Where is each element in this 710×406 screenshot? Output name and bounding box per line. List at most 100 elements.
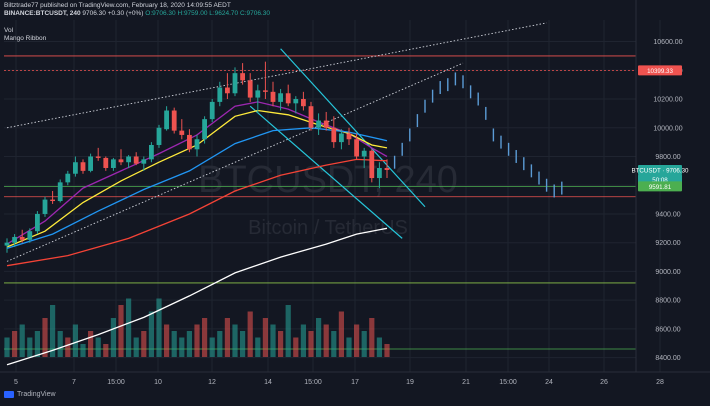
x-tick-label: 10 (154, 379, 162, 386)
candle-body (12, 236, 17, 243)
volume-bar (88, 331, 94, 357)
candle-body (88, 156, 93, 171)
watermark-symbol: BTCUSDT, 240 (198, 159, 458, 201)
volume-bar (179, 337, 185, 357)
candle-body (171, 110, 177, 131)
volume-bar (361, 331, 367, 357)
y-tick-label: 8600.00 (655, 326, 680, 333)
candlesticks (4, 61, 390, 253)
candle-body (103, 157, 109, 168)
indicator-vol[interactable]: Vol (4, 27, 14, 34)
volume-bar (164, 324, 170, 357)
y-tick-label: 9200.00 (655, 240, 680, 247)
price-change: 9706.30 +0.30 (+0%) (82, 10, 144, 17)
candle-body (346, 133, 352, 140)
indicator-mango-ribbon[interactable]: Mango Ribbon (4, 35, 47, 42)
candle-body (285, 93, 291, 104)
candle-body (57, 182, 63, 202)
volume-bar (270, 324, 276, 357)
candle-body (50, 199, 55, 202)
x-tick-label: 15:00 (107, 379, 125, 386)
volume-bar (57, 331, 63, 357)
x-tick-label: 21 (462, 379, 470, 386)
candle-body (354, 139, 359, 157)
chart-watermark: BTCUSDT, 240 Bitcoin / TetherUS (198, 159, 458, 239)
symbol-name: BINANCE:BTCUSDT, 240 (4, 10, 81, 17)
x-tick-label: 15:00 (304, 379, 322, 386)
candle-body (255, 90, 261, 98)
candle-body (270, 91, 276, 102)
candle-body (316, 120, 321, 128)
candle-body (118, 159, 124, 163)
price-label-tag (638, 164, 682, 175)
publish-info: Biltztrade77 published on TradingView.co… (4, 2, 231, 9)
volume-bar (240, 331, 246, 357)
x-tick-label: 12 (208, 379, 216, 386)
tradingview-footer[interactable]: TradingView (4, 391, 56, 398)
candle-body (331, 127, 337, 143)
moving-average-line (6, 127, 388, 250)
volume-bar (42, 318, 48, 357)
candle-body (65, 173, 71, 183)
volume-bar (316, 318, 322, 357)
volume-bar (34, 331, 40, 357)
x-tick-label: 24 (545, 379, 553, 386)
volume-bar (217, 331, 223, 357)
volume-bar (384, 344, 390, 357)
candle-body (149, 144, 154, 160)
volume-bar (126, 298, 132, 357)
publish-line: Biltztrade77 published on TradingView.co… (4, 2, 231, 9)
moving-average-line (6, 158, 388, 267)
volume-bar (308, 331, 314, 357)
candle-body (247, 80, 253, 98)
volume-bar (27, 337, 33, 357)
candle-body (156, 127, 162, 145)
watermark-name: Bitcoin / TetherUS (248, 217, 408, 239)
y-tick-label: 9800.00 (655, 154, 680, 161)
volume-bar (194, 324, 200, 357)
price-label-tag (638, 181, 682, 192)
candle-body (194, 139, 200, 150)
tradingview-logo-icon (4, 391, 14, 398)
moving-average-line (6, 227, 388, 366)
volume-bar (331, 331, 337, 357)
volume-bar (133, 337, 139, 357)
candle-body (263, 90, 268, 92)
volume-bar (255, 337, 261, 357)
candle-body (95, 156, 101, 158)
x-tick-label: 17 (351, 379, 359, 386)
volume-bar (118, 305, 124, 357)
candle-body (240, 73, 245, 81)
horizontal-levels (4, 55, 636, 350)
volume-bar (80, 344, 86, 357)
volume-bar (148, 311, 154, 357)
candle-body (141, 159, 147, 164)
x-tick-label: 28 (656, 379, 664, 386)
candle-body (225, 87, 230, 94)
candle-body (232, 73, 238, 94)
volume-bar (224, 318, 230, 357)
candle-body (209, 101, 215, 120)
candle-body (27, 231, 33, 240)
candle-body (4, 242, 10, 246)
trendline (6, 62, 464, 262)
candle-body (133, 156, 139, 164)
x-tick-label: 19 (406, 379, 414, 386)
volume-bar (285, 305, 291, 357)
candle-body (339, 133, 344, 143)
trendline (249, 105, 403, 239)
candle-body (187, 134, 192, 150)
symbol-info: BINANCE:BTCUSDT, 240 9706.30 +0.30 (+0%)… (4, 10, 270, 17)
volume-bar (103, 344, 109, 357)
candle-body (126, 156, 131, 163)
candle-body (308, 106, 314, 128)
x-tick-label: 7 (72, 379, 76, 386)
volume-bar (65, 337, 71, 357)
candle-body (111, 159, 116, 168)
candle-body (384, 167, 390, 170)
y-tick-label: 10200.00 (653, 97, 682, 104)
volume-bar (156, 298, 162, 357)
y-tick-label: 10600.00 (653, 39, 682, 46)
